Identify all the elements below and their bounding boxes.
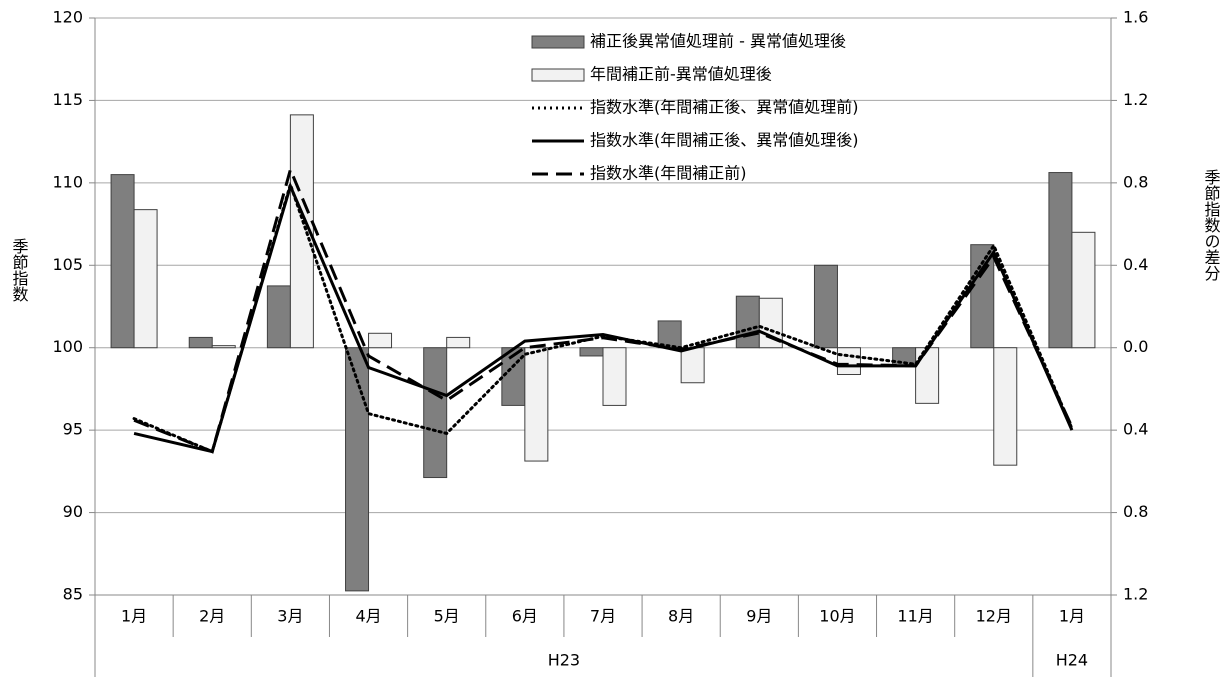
y2-tick-label: 0.4 — [1123, 255, 1148, 274]
y2-axis-title: 季節指数の差分 — [1202, 169, 1221, 282]
x-tick-label: 3月 — [277, 607, 303, 626]
line-series — [133, 165, 1074, 454]
bar — [524, 347, 549, 462]
bar — [110, 174, 135, 349]
bar — [735, 295, 760, 349]
bar — [993, 347, 1018, 466]
y2-tick-label: 0.4 — [1123, 420, 1148, 439]
y-tick-label: 115 — [52, 90, 83, 109]
x-tick-label: 11月 — [897, 607, 933, 626]
y2-tick-label: 0.8 — [1123, 502, 1148, 521]
x-tick-label: 1月 — [1059, 607, 1085, 626]
x-tick-label: 9月 — [746, 607, 772, 626]
y-tick-label: 105 — [52, 255, 83, 274]
bar — [266, 285, 291, 349]
group-label: H24 — [1056, 651, 1088, 670]
legend-label: 指数水準(年間補正後、異常値処理後) — [590, 131, 859, 150]
x-tick-label: 2月 — [199, 607, 225, 626]
legend-label: 補正後異常値処理前 - 異常値処理後 — [590, 32, 846, 51]
bar — [813, 264, 838, 349]
bar — [1071, 231, 1096, 349]
y2-tick-label: 1.2 — [1123, 90, 1148, 109]
x-tick-label: 12月 — [976, 607, 1012, 626]
bar — [188, 336, 213, 349]
legend-label: 指数水準(年間補正後、異常値処理前) — [590, 98, 859, 117]
y-tick-label: 90 — [63, 502, 83, 521]
y2-tick-label: 0.0 — [1123, 337, 1148, 356]
bar — [915, 347, 940, 404]
y-tick-label: 95 — [63, 420, 83, 439]
bar — [1048, 172, 1073, 349]
bar — [423, 347, 448, 479]
x-tick-label: 1月 — [121, 607, 147, 626]
bar — [289, 114, 314, 349]
x-tick-label: 10月 — [819, 607, 855, 626]
y-tick-label: 120 — [52, 8, 83, 27]
bar — [446, 336, 471, 349]
y2-tick-label: 0.8 — [1123, 172, 1148, 191]
x-tick-label: 7月 — [590, 607, 616, 626]
legend-swatch — [531, 68, 585, 82]
bar — [211, 345, 236, 349]
bar — [579, 347, 604, 357]
legend-label: 年間補正前-異常値処理後 — [590, 65, 772, 84]
bar — [970, 244, 995, 349]
x-tick-label: 8月 — [668, 607, 694, 626]
bar — [133, 209, 158, 349]
legend-label: 指数水準(年間補正前) — [590, 164, 747, 183]
x-tick-label: 5月 — [434, 607, 460, 626]
legend-swatch — [531, 35, 585, 49]
y-tick-label: 100 — [52, 337, 83, 356]
group-label: H23 — [548, 651, 580, 670]
y-tick-label: 85 — [63, 585, 83, 604]
bar — [836, 347, 861, 376]
bar — [345, 347, 370, 592]
x-tick-label: 6月 — [512, 607, 538, 626]
bar — [680, 347, 705, 384]
y-axis-title: 季節指数 — [10, 238, 29, 302]
bar — [368, 332, 393, 349]
y2-tick-label: 1.6 — [1123, 8, 1148, 27]
y-tick-label: 110 — [52, 172, 83, 191]
y2-tick-label: 1.2 — [1123, 585, 1148, 604]
x-tick-label: 4月 — [355, 607, 381, 626]
bar — [602, 347, 627, 406]
